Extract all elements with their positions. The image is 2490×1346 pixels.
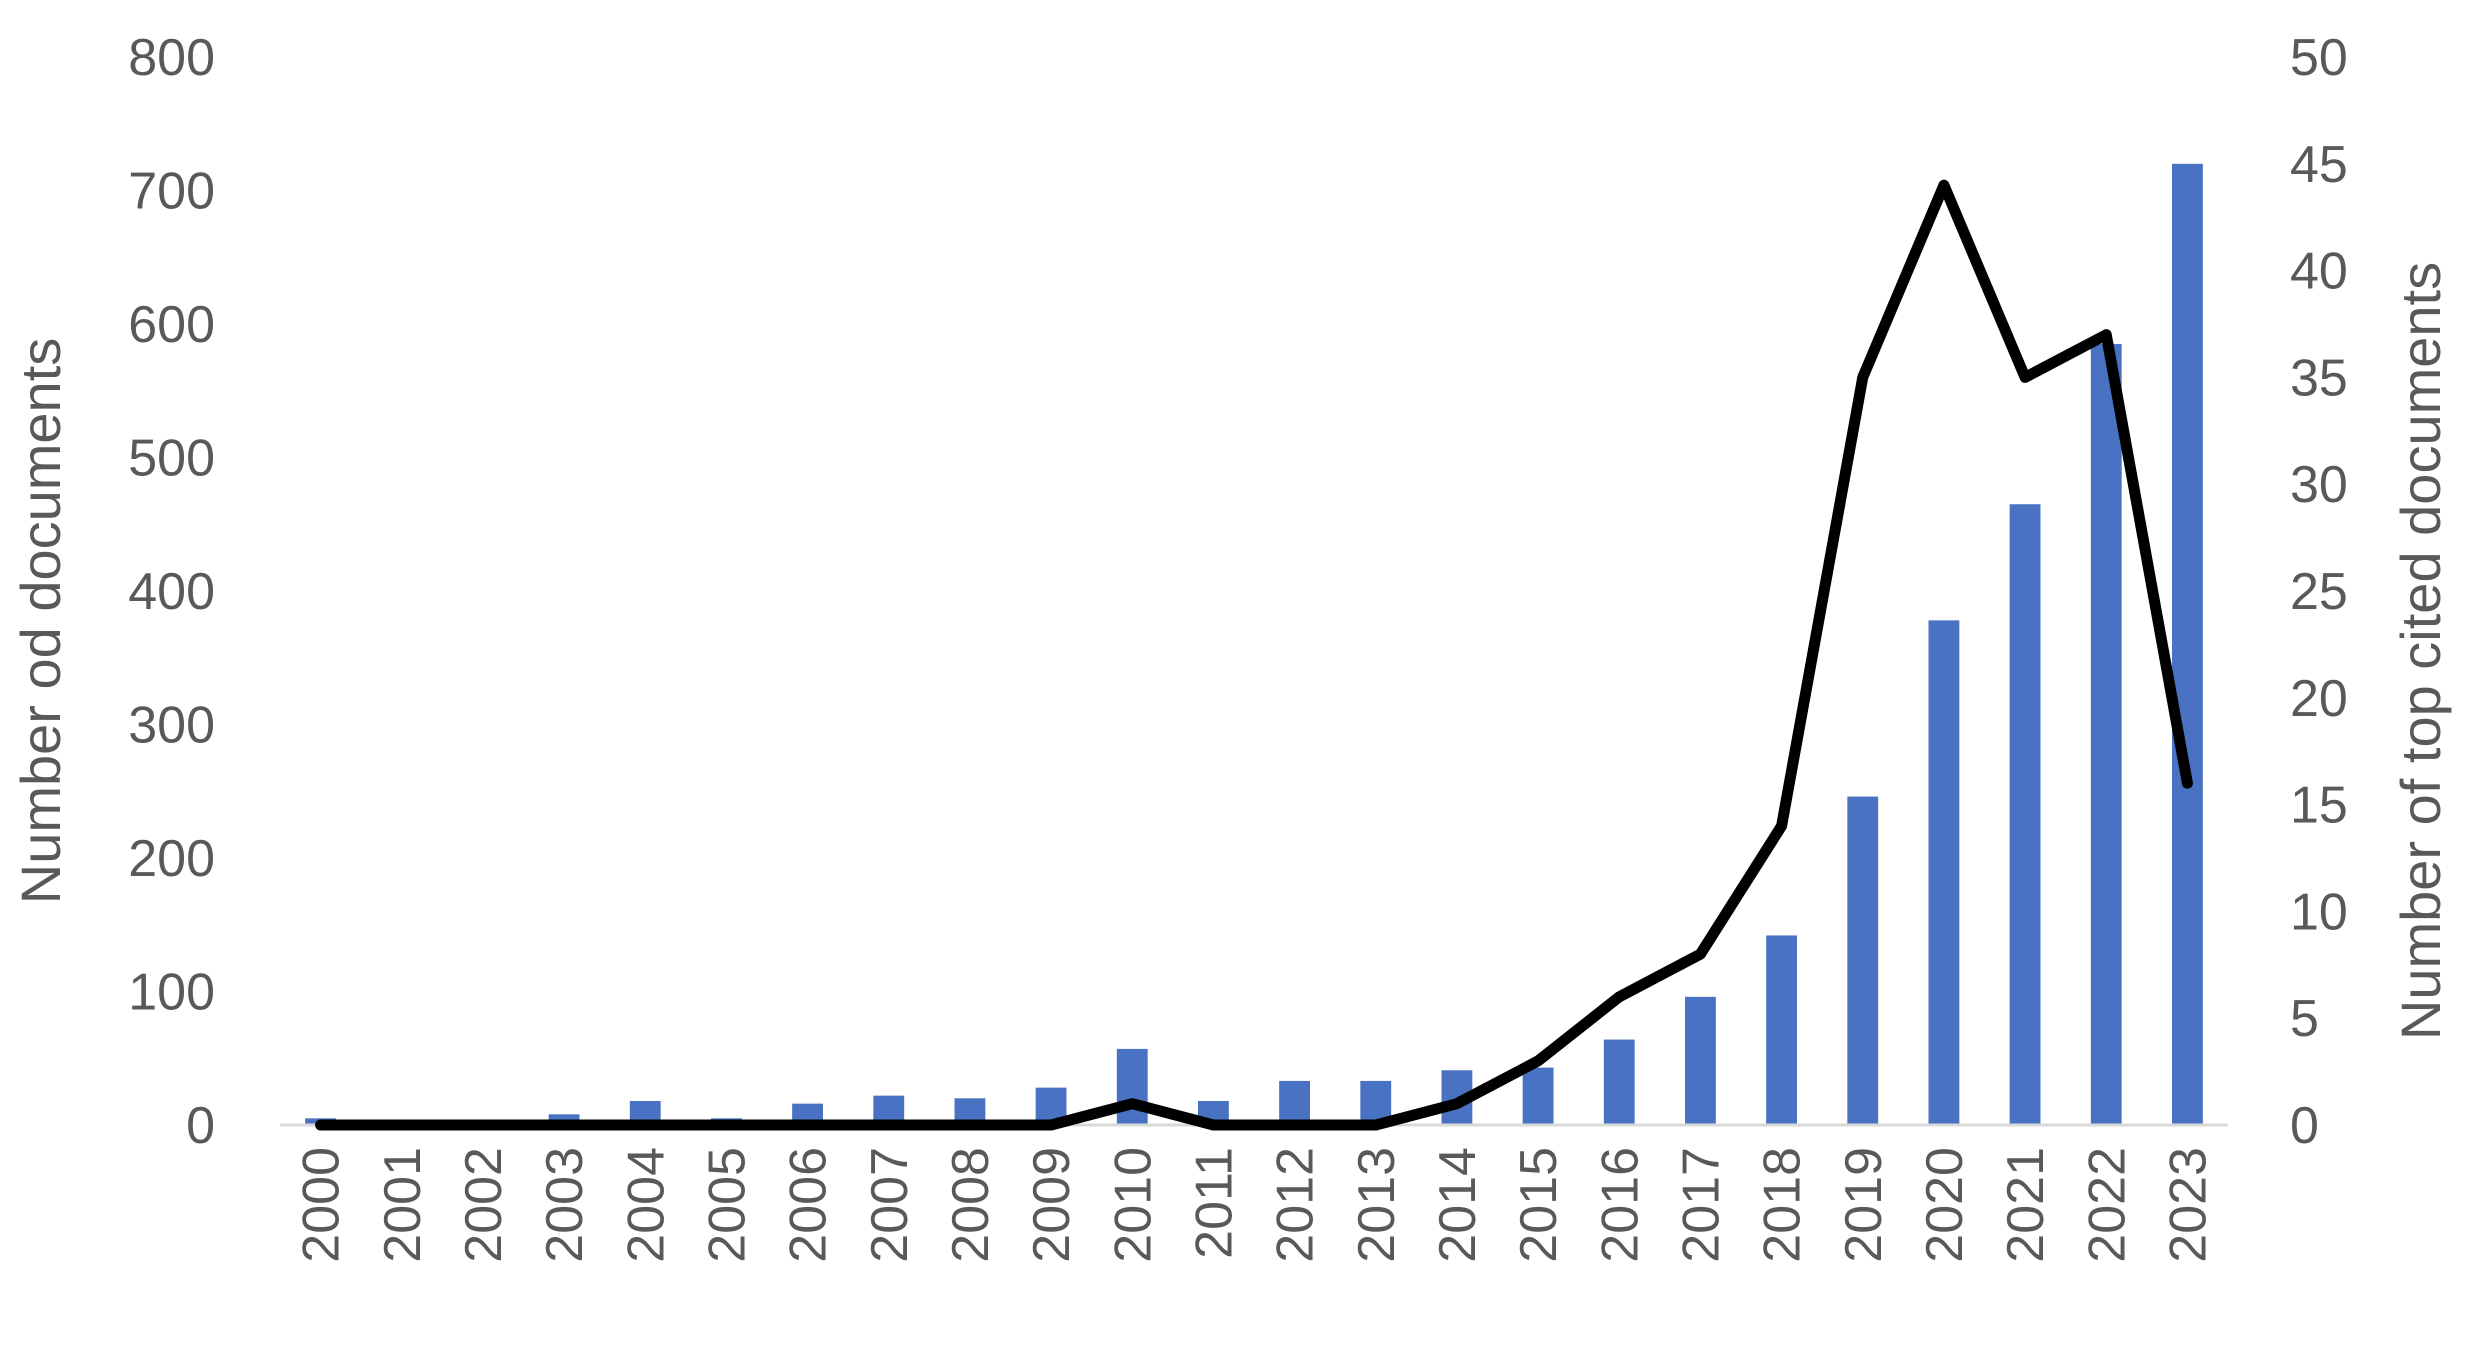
y-right-axis-title: Number of top cited documents — [2389, 262, 2452, 1040]
x-tick-label: 2010 — [1104, 1147, 1162, 1263]
y-right-tick-label: 25 — [2290, 563, 2348, 621]
x-tick-label: 2009 — [1023, 1147, 1081, 1263]
x-tick-label: 2015 — [1510, 1147, 1568, 1263]
x-tick-label: 2004 — [617, 1147, 675, 1263]
x-tick-label: 2011 — [1185, 1147, 1243, 1259]
y-left-tick-label: 200 — [128, 830, 215, 888]
bar-2018 — [1766, 935, 1797, 1125]
x-tick-label: 2005 — [698, 1147, 756, 1263]
x-tick-label: 2021 — [1997, 1147, 2055, 1263]
y-right-tick-label: 10 — [2290, 883, 2348, 941]
y-right-tick-label: 0 — [2290, 1097, 2319, 1155]
y-right-tick-label: 50 — [2290, 29, 2348, 87]
x-tick-label: 2007 — [861, 1147, 919, 1263]
x-tick-label: 2022 — [2078, 1147, 2136, 1263]
y-left-tick-label: 100 — [128, 964, 215, 1022]
y-left-tick-label: 600 — [128, 296, 215, 354]
labels-layer: 0 100 200 300 400 500 600 700 800 0 5 10 15 20 25 30 35 4… — [9, 29, 2452, 1263]
y-right-tick-label: 45 — [2290, 136, 2348, 194]
bar-2017 — [1685, 996, 1716, 1125]
x-tick-label: 2016 — [1591, 1147, 1649, 1263]
x-tick-label: 2023 — [2159, 1147, 2217, 1263]
y-right-tick-label: 20 — [2290, 670, 2348, 728]
bar-2022 — [2090, 344, 2122, 1125]
bar-2016 — [1603, 1039, 1635, 1125]
y-left-tick-label: 500 — [128, 430, 215, 488]
y-right-tick-label: 40 — [2290, 243, 2348, 301]
x-tick-label: 2013 — [1348, 1147, 1406, 1263]
y-right-tick-label: 30 — [2290, 456, 2348, 514]
y-right-tick-label: 15 — [2290, 777, 2348, 835]
y-left-tick-label: 800 — [128, 29, 215, 87]
x-tick-label: 2001 — [374, 1147, 432, 1263]
x-tick-label: 2002 — [455, 1147, 513, 1263]
x-tick-label: 2008 — [942, 1147, 1000, 1263]
top-cited-line — [315, 179, 2193, 1131]
line-layer — [315, 179, 2193, 1131]
y-left-tick-label: 300 — [128, 697, 215, 755]
y-right-tick-label: 35 — [2290, 349, 2348, 407]
y-left-axis-title: Number od documents — [9, 338, 72, 905]
bar-2015 — [1522, 1067, 1554, 1125]
bar-2023 — [2172, 163, 2203, 1126]
x-tick-label: 2003 — [536, 1147, 594, 1263]
bar-2020 — [1928, 620, 1960, 1125]
y-left-tick-label: 0 — [186, 1097, 215, 1155]
x-tick-label: 2012 — [1267, 1147, 1325, 1263]
y-left-tick-label: 400 — [128, 563, 215, 621]
x-tick-label: 2019 — [1835, 1147, 1893, 1263]
x-tick-label: 2017 — [1672, 1147, 1730, 1263]
bar-2021 — [2009, 504, 2041, 1126]
x-tick-label: 2000 — [293, 1147, 351, 1263]
x-tick-label: 2018 — [1754, 1147, 1812, 1263]
y-left-tick-label: 700 — [128, 163, 215, 221]
y-right-tick-label: 5 — [2290, 990, 2319, 1048]
bar-2012 — [1279, 1080, 1310, 1125]
x-tick-label: 2014 — [1429, 1147, 1487, 1263]
x-tick-label: 2006 — [780, 1147, 838, 1263]
bar-2019 — [1847, 796, 1879, 1125]
bar-2010 — [1116, 1048, 1148, 1125]
bars-layer — [305, 163, 2203, 1126]
x-tick-label: 2020 — [1916, 1147, 1974, 1263]
